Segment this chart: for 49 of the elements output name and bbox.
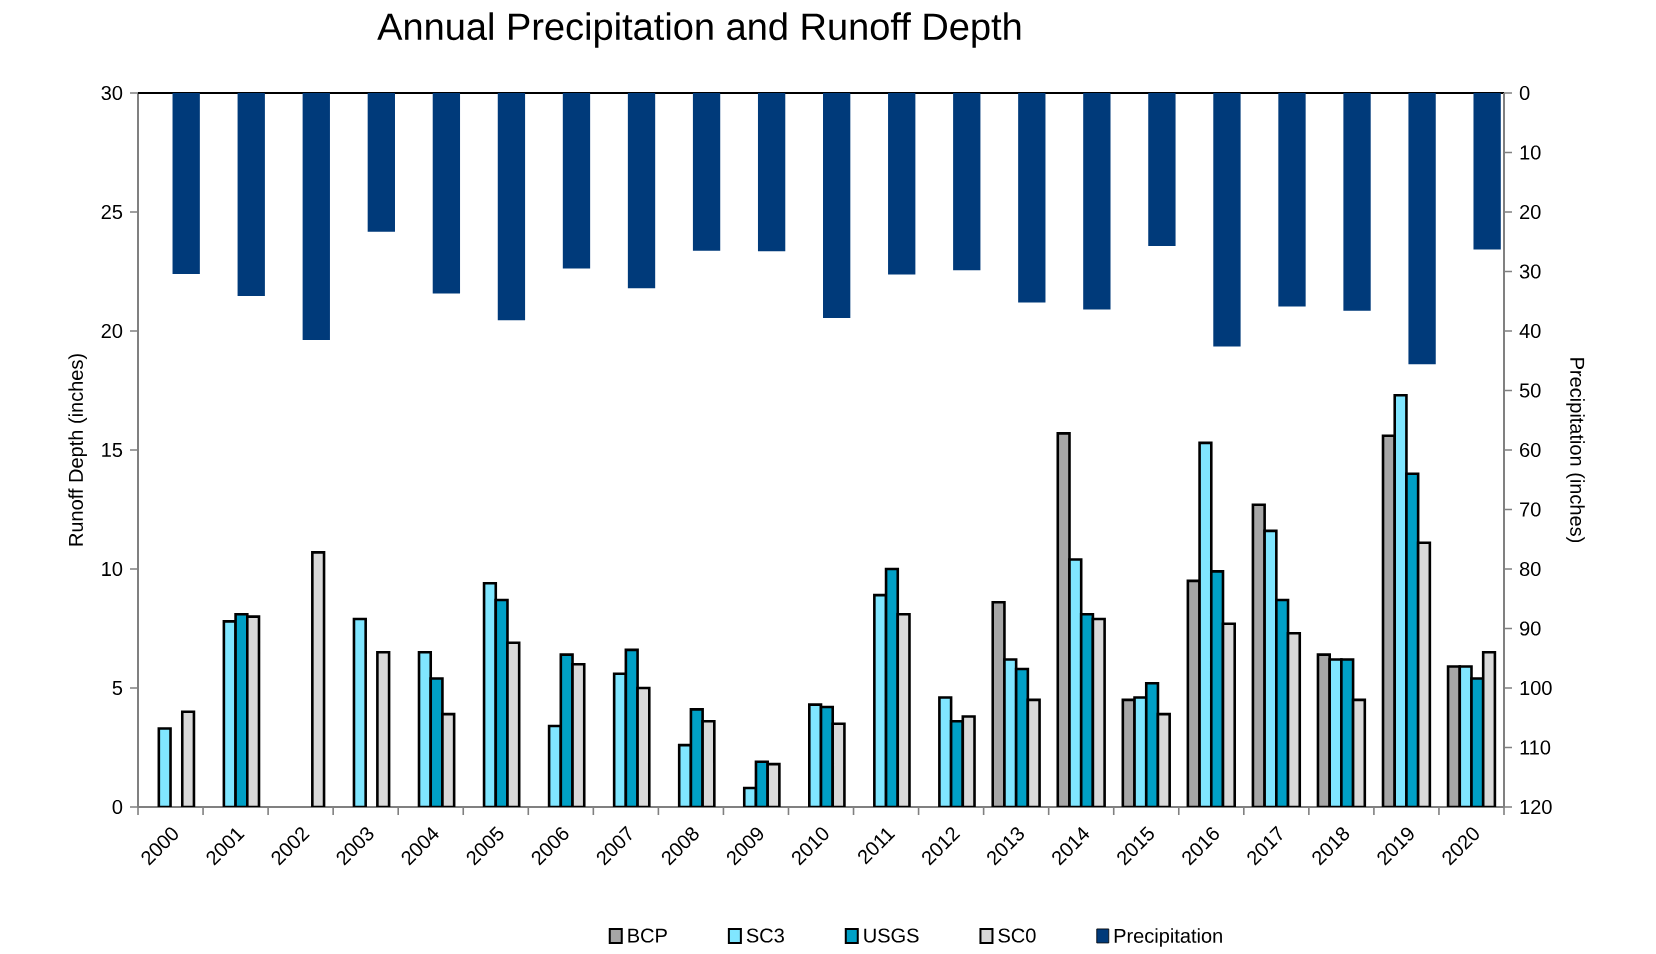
bar [1018,93,1046,303]
chart-title: Annual Precipitation and Runoff Depth [377,12,1021,48]
y2-tick-label: 100 [1520,681,1552,696]
bar [237,93,265,297]
y2-tick-label: 110 [1520,740,1551,755]
legend-label: SC3 [746,928,784,943]
bar [1213,93,1241,347]
y2-tick-label: 0 [1519,86,1530,101]
legend-label: Precipitation [1114,928,1222,947]
y2-tick-label: 20 [1520,205,1541,220]
y2-tick-label: 40 [1519,324,1541,339]
bar [757,93,786,252]
bar [432,93,461,294]
bar [627,93,656,289]
bar [953,93,981,271]
legend-label: BCP [628,928,667,943]
y2-tick-label: 120 [1520,800,1552,815]
y-tick-label: 25 [101,205,123,220]
y-tick-label: 5 [112,681,123,696]
y2-tick-label: 10 [1520,145,1541,160]
bar [562,93,591,269]
bar [692,93,721,251]
bar [302,93,330,341]
legend-label: SC0 [998,928,1036,943]
bar [1083,93,1111,310]
bar [497,93,526,321]
legend-label: USGS [864,928,919,943]
y2-tick-label: 50 [1519,383,1541,398]
bar [1408,93,1436,365]
bar [1343,93,1371,311]
y2-axis-title: Precipitation (inches) [1566,358,1585,543]
y-tick-label: 20 [101,324,123,339]
y-tick-label: 10 [102,562,123,577]
y2-tick-label: 70 [1520,502,1541,517]
bar [367,93,395,232]
y2-tick-label: 60 [1520,443,1541,458]
bar [1278,93,1306,307]
y-axis-title: Runoff Depth (inches) [68,354,87,546]
y2-tick-label: 90 [1520,621,1541,636]
y2-tick-label: 30 [1519,264,1541,279]
bar [888,93,916,275]
y-tick-label: 15 [102,443,123,458]
y-tick-label: 0 [112,800,123,815]
bar [1148,93,1176,247]
bar [823,93,851,319]
y-tick-label: 30 [101,86,123,101]
bar [172,93,200,275]
bar [1473,93,1501,250]
y2-tick-label: 80 [1519,562,1541,577]
